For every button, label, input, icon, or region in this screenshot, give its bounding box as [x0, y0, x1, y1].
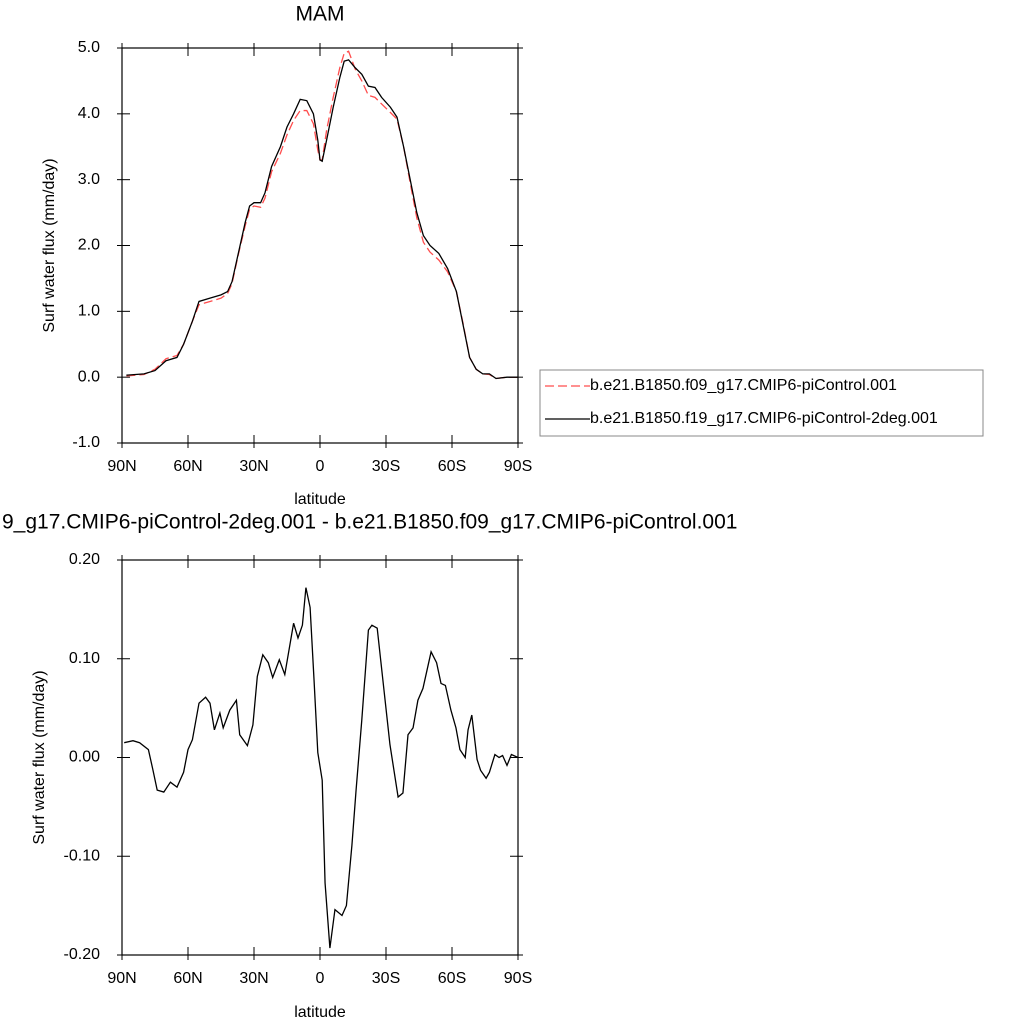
legend-label: b.e21.B1850.f09_g17.CMIP6-piControl.001 [590, 377, 897, 394]
y-axis-label: Surf water flux (mm/day) [41, 158, 58, 332]
x-axis-label: latitude [294, 491, 346, 508]
legend-box [539, 369, 984, 437]
y-tick-label: -0.10 [64, 847, 101, 864]
x-tick-label: 30N [239, 458, 268, 475]
y-tick-label: -1.0 [72, 434, 100, 451]
y-tick-label: 2.0 [78, 237, 100, 254]
data-line [124, 587, 519, 949]
x-tick-label: 60N [173, 458, 202, 475]
x-tick-label: 30S [372, 458, 400, 475]
y-tick-label: -0.20 [64, 946, 101, 963]
x-tick-label: 60N [173, 970, 202, 987]
x-tick-label: 60S [438, 970, 466, 987]
y-tick-label: 0.00 [69, 749, 100, 766]
x-tick-label: 90S [504, 970, 532, 987]
x-tick-label: 90N [107, 970, 136, 987]
plot-frame [121, 559, 519, 956]
legend-label: b.e21.B1850.f19_g17.CMIP6-piControl-2deg… [590, 410, 938, 427]
chart-title: 9_g17.CMIP6-piControl-2deg.001 - b.e21.B… [2, 511, 737, 534]
y-tick-label: 0.0 [78, 368, 100, 385]
y-tick-label: 3.0 [78, 171, 100, 188]
x-tick-label: 90S [504, 458, 532, 475]
y-tick-label: 0.10 [69, 650, 100, 667]
y-tick-label: 4.0 [78, 105, 100, 122]
x-axis-label: latitude [294, 1004, 346, 1021]
y-tick-label: 1.0 [78, 303, 100, 320]
x-tick-label: 0 [316, 970, 325, 987]
x-tick-label: 60S [438, 458, 466, 475]
chart-title: MAM [296, 3, 345, 26]
x-tick-label: 30N [239, 970, 268, 987]
plot-frame [121, 47, 519, 444]
data-line [126, 50, 518, 380]
y-tick-label: 5.0 [78, 39, 100, 56]
x-tick-label: 0 [316, 458, 325, 475]
y-axis-label: Surf water flux (mm/day) [31, 670, 48, 844]
x-tick-label: 30S [372, 970, 400, 987]
data-line [126, 59, 518, 380]
y-tick-label: 0.20 [69, 551, 100, 568]
x-tick-label: 90N [107, 458, 136, 475]
